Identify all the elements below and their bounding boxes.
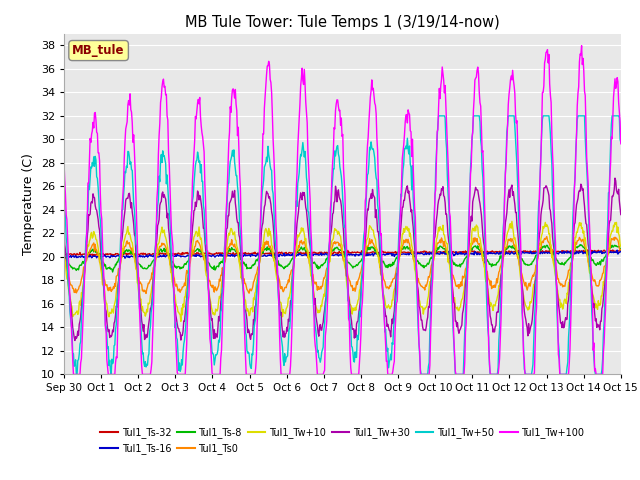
Text: MB_tule: MB_tule [72,44,125,57]
Legend: Tul1_Ts-32, Tul1_Ts-16, Tul1_Ts-8, Tul1_Ts0, Tul1_Tw+10, Tul1_Tw+30, Tul1_Tw+50,: Tul1_Ts-32, Tul1_Ts-16, Tul1_Ts-8, Tul1_… [97,423,588,458]
Title: MB Tule Tower: Tule Temps 1 (3/19/14-now): MB Tule Tower: Tule Temps 1 (3/19/14-now… [185,15,500,30]
Y-axis label: Temperature (C): Temperature (C) [22,153,35,255]
